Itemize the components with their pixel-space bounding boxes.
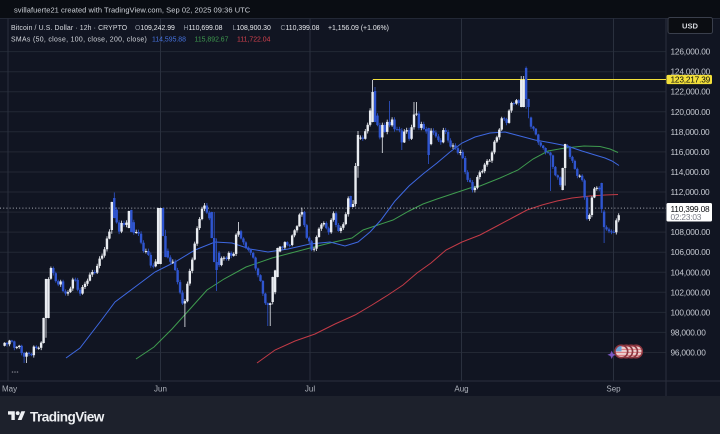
svg-text:98,000.00: 98,000.00 (671, 327, 707, 337)
svg-text:106,000.00: 106,000.00 (671, 247, 711, 257)
svg-text:TradingView: TradingView (30, 410, 105, 425)
svg-text:Bitcoin / U.S. Dollar · 12h ·: Bitcoin / U.S. Dollar · 12h · CRYPTO (11, 25, 128, 32)
svg-text:126,000.00: 126,000.00 (671, 47, 711, 57)
svg-text:May: May (2, 385, 17, 394)
svg-text:116,000.00: 116,000.00 (671, 147, 710, 157)
svg-text:USD: USD (682, 22, 699, 31)
svg-text:110,399.08: 110,399.08 (671, 204, 710, 214)
svg-text:H110,699.08: H110,699.08 (184, 25, 223, 32)
svg-text:115,892.67: 115,892.67 (195, 37, 229, 44)
svg-text:123,217.39: 123,217.39 (671, 75, 711, 85)
svg-text:120,000.00: 120,000.00 (671, 107, 711, 117)
svg-text:Jun: Jun (154, 385, 167, 394)
svg-text:Sep: Sep (606, 385, 621, 394)
svg-text:Jul: Jul (305, 385, 315, 394)
svg-text:L108,900.30: L108,900.30 (233, 25, 271, 32)
svg-text:SMAs (50, close, 100, close, 2: SMAs (50, close, 100, close, 200, close) (11, 37, 147, 44)
svg-text:111,722.04: 111,722.04 (237, 37, 271, 44)
svg-text:118,000.00: 118,000.00 (671, 127, 710, 137)
svg-text:O109,242.99: O109,242.99 (135, 25, 175, 32)
svg-text:svillafuerte21 created with Tr: svillafuerte21 created with TradingView.… (14, 6, 251, 15)
svg-text:C110,399.08: C110,399.08 (281, 25, 320, 32)
svg-text:108,000.00: 108,000.00 (671, 227, 711, 237)
svg-text:104,000.00: 104,000.00 (671, 267, 711, 277)
svg-text:122,000.00: 122,000.00 (671, 87, 711, 97)
svg-text:Aug: Aug (454, 385, 468, 394)
svg-text:02:23:03: 02:23:03 (671, 212, 702, 222)
svg-text:102,000.00: 102,000.00 (671, 287, 711, 297)
svg-text:+1,156.09 (+1.06%): +1,156.09 (+1.06%) (328, 25, 389, 32)
svg-text:100,000.00: 100,000.00 (671, 307, 711, 317)
svg-text:96,000.00: 96,000.00 (671, 348, 707, 358)
svg-text:114,595.88: 114,595.88 (152, 37, 186, 44)
svg-text:114,000.00: 114,000.00 (671, 167, 710, 177)
svg-text:124,000.00: 124,000.00 (671, 67, 711, 77)
svg-text:112,000.00: 112,000.00 (671, 187, 710, 197)
